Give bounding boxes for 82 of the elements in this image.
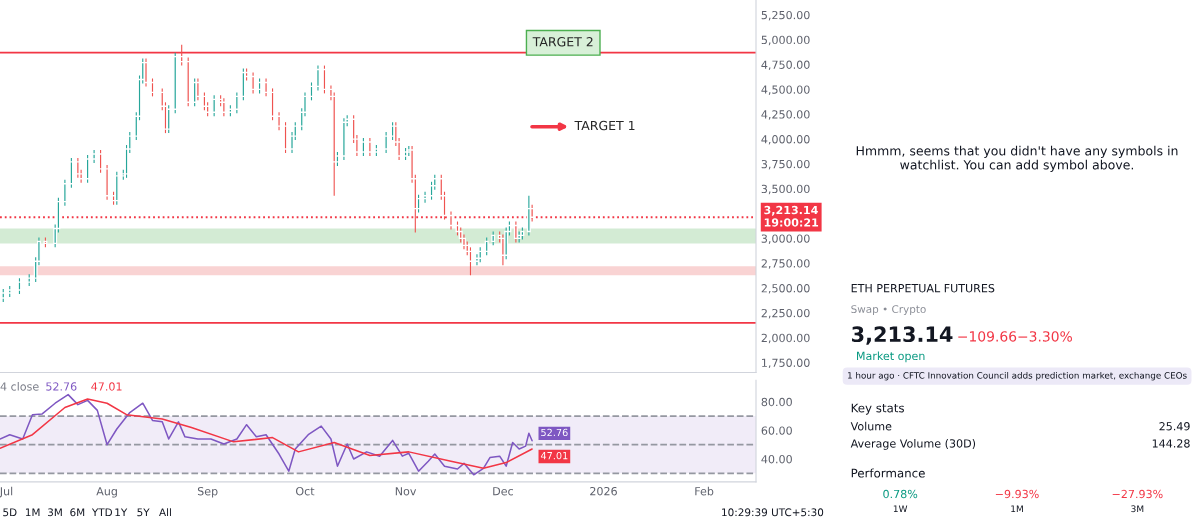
candlestick <box>251 71 256 94</box>
y-tick-label: 2,000.00 <box>761 333 810 344</box>
candlestick <box>270 87 275 121</box>
candlestick <box>283 121 288 154</box>
candlestick <box>179 44 184 67</box>
candlestick <box>322 65 327 94</box>
y-tick-label: 4,250.00 <box>761 110 810 120</box>
x-tick-label: Nov <box>395 487 417 496</box>
x-tick-label: Jul <box>0 486 13 498</box>
annotation: TARGET 2 <box>532 37 593 47</box>
text: Performance <box>851 468 925 478</box>
data-label: 52.76 <box>541 428 568 437</box>
candlestick <box>166 104 171 134</box>
text: 3,213.14 <box>852 326 953 345</box>
y-tick-label: 1,750.00 <box>762 358 810 369</box>
y-tick-label: 4,500.00 <box>761 85 810 95</box>
x-tick-label: Sep <box>197 486 218 498</box>
data-label: 47.01 <box>540 451 568 460</box>
annotation: 52.76 <box>46 382 77 391</box>
annotation: 4 close <box>0 382 39 391</box>
text: 1 hour ago · CFTC Innovation Council adds prediction market, exchange CEOs <box>848 371 1187 381</box>
candlestick <box>75 157 80 179</box>
text: Swap • Crypto <box>851 305 926 316</box>
ref-line-label: 3,213.14 19:00:21 <box>764 205 819 227</box>
y-tick-label: 3,500.00 <box>761 184 810 195</box>
candlestick <box>513 220 518 243</box>
text: 3M <box>47 508 62 517</box>
candlestick <box>504 226 509 260</box>
y-tick-label: 5,000.00 <box>761 35 810 46</box>
candlestick <box>234 91 239 114</box>
x-tick-label: Feb <box>695 486 714 496</box>
candlestick <box>315 65 320 91</box>
y-tick-label: 3,750.00 <box>761 159 810 170</box>
y-tick-label: 40.00 <box>761 455 792 464</box>
text: −109.66 <box>958 331 1017 342</box>
candlestick <box>98 149 103 174</box>
text: All <box>159 508 171 517</box>
text: ETH PERPETUAL FUTURES <box>851 283 995 293</box>
y-tick-label: 4,750.00 <box>761 60 810 71</box>
candlestick <box>69 157 74 189</box>
text: 3M <box>1131 505 1144 513</box>
y-tick-label: 80.00 <box>761 397 792 407</box>
candlestick <box>423 191 428 204</box>
text: 6M <box>70 508 85 517</box>
text: −9.93% <box>995 489 1039 499</box>
y-tick-label: 5,250.00 <box>761 10 810 21</box>
y-tick-label: 4,000.00 <box>761 135 810 145</box>
text: Volume <box>850 421 892 431</box>
x-tick-label: Aug <box>96 487 117 498</box>
y-tick-label: 2,500.00 <box>761 284 810 294</box>
x-tick-label: Oct <box>296 486 315 496</box>
candlestick <box>144 58 149 87</box>
y-tick-label: 2,750.00 <box>761 259 810 269</box>
candlestick <box>384 131 389 154</box>
text: 1M <box>25 508 40 517</box>
text: 1W <box>893 505 908 513</box>
candlestick <box>85 154 90 184</box>
text: 5D <box>3 508 17 517</box>
text: YTD <box>91 508 113 517</box>
text: Market open <box>857 351 925 363</box>
text: 10:29:39 UTC+5:30 <box>722 508 824 517</box>
text: 25.49 <box>1159 422 1190 431</box>
text: 144.28 <box>1152 439 1190 448</box>
candlestick <box>62 179 67 207</box>
text: 1Y <box>115 508 128 517</box>
text: 0.78% <box>883 489 918 499</box>
text: −27.93% <box>1112 489 1163 499</box>
y-tick-label: 2,250.00 <box>761 308 810 319</box>
y-tick-label: 3,000.00 <box>761 234 810 244</box>
candlestick <box>212 94 217 117</box>
text: 1M <box>1011 505 1023 513</box>
text: 5Y <box>137 508 150 517</box>
annotation: TARGET 1 <box>574 120 635 131</box>
text: Hmmm, seems that you didn't have any symbols in watchlist. You can add symbol above. <box>856 145 1178 172</box>
text: Average Volume (30D) <box>850 439 976 450</box>
text: −3.30% <box>1018 331 1072 342</box>
x-tick-label: 2026 <box>590 486 617 496</box>
text: Key stats <box>851 403 904 415</box>
annotation: 47.01 <box>91 382 122 391</box>
candlestick <box>195 77 200 101</box>
x-tick-label: Dec <box>493 487 513 496</box>
y-tick-label: 60.00 <box>761 426 792 435</box>
